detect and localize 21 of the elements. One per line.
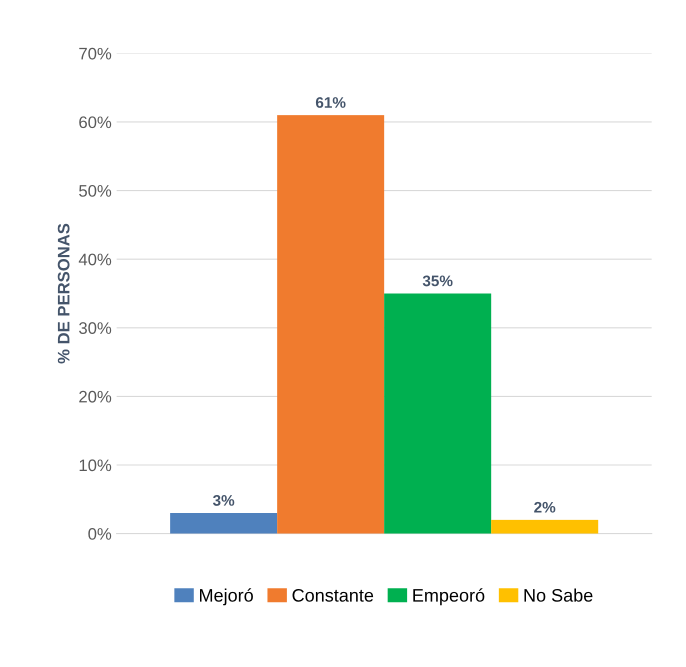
bar bbox=[491, 520, 598, 534]
legend-label: Constante bbox=[292, 588, 374, 602]
y-tick-label: 40% bbox=[78, 254, 112, 266]
y-axis-title: % DE PERSONAS bbox=[58, 224, 70, 364]
legend-label: No Sabe bbox=[524, 588, 592, 602]
legend-label: Empeoró bbox=[413, 588, 484, 606]
data-label: 3% bbox=[212, 495, 234, 506]
y-tick-label: 70% bbox=[79, 48, 112, 60]
data-label: 35% bbox=[422, 275, 453, 286]
bar bbox=[277, 115, 384, 534]
legend-label: Mejoró bbox=[200, 588, 253, 606]
y-tick-label: 60% bbox=[79, 116, 112, 128]
data-label: 2% bbox=[534, 502, 556, 513]
data-label: 61% bbox=[316, 97, 346, 108]
y-tick-label: 0% bbox=[88, 528, 112, 540]
y-tick-label: 20% bbox=[79, 390, 112, 403]
y-tick-label: 10% bbox=[80, 459, 112, 472]
bar bbox=[170, 513, 278, 534]
y-tick-label: 50% bbox=[79, 184, 112, 197]
y-tick-label: 30% bbox=[79, 322, 112, 334]
bar bbox=[384, 293, 492, 534]
